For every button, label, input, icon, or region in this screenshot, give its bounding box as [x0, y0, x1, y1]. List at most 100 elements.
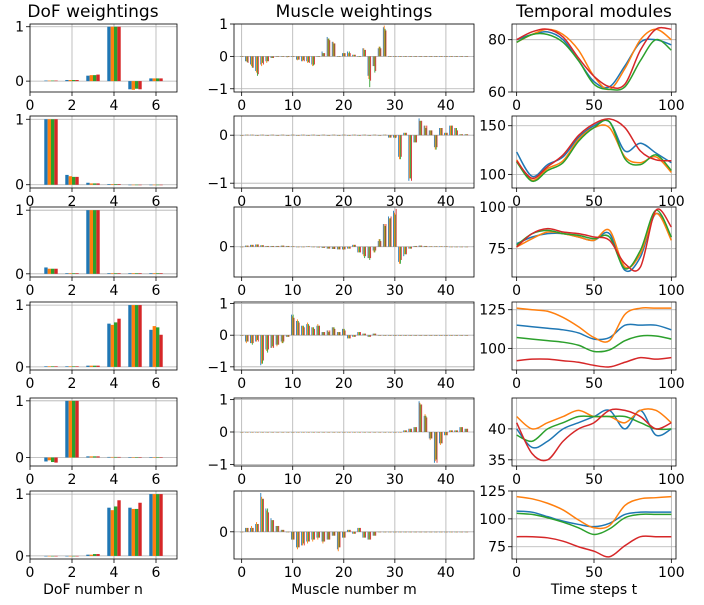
- x-tick-label: 40: [437, 472, 455, 488]
- y-tick-label: 100: [479, 167, 506, 183]
- bar: [44, 457, 48, 462]
- subplot-2-0: 60 80 0 50 100: [488, 23, 685, 114]
- bar: [293, 246, 295, 247]
- bar: [336, 246, 338, 250]
- bar: [265, 135, 267, 136]
- bar: [370, 135, 372, 136]
- bar: [131, 184, 135, 186]
- bar: [405, 430, 406, 432]
- y-tick-label: 1: [219, 393, 228, 409]
- bar: [378, 335, 380, 336]
- bar: [420, 56, 422, 57]
- bar: [296, 320, 297, 336]
- bar: [93, 554, 97, 556]
- bar: [260, 56, 262, 65]
- bar: [385, 30, 387, 57]
- bar: [420, 120, 422, 136]
- bar: [399, 432, 401, 433]
- bar: [349, 529, 351, 532]
- bar: [265, 508, 267, 532]
- bar: [282, 134, 284, 136]
- bar: [354, 335, 355, 337]
- bar: [68, 400, 72, 458]
- x-tick-label: 50: [585, 283, 603, 299]
- bar: [419, 531, 421, 533]
- bar: [288, 245, 290, 247]
- bar: [414, 531, 416, 533]
- bar: [385, 531, 387, 533]
- bar: [354, 531, 356, 534]
- bar: [256, 56, 257, 73]
- y-tick-label: 75: [488, 242, 506, 258]
- bar: [369, 335, 371, 337]
- series-line: [516, 212, 673, 269]
- bar: [399, 531, 401, 533]
- bar: [454, 56, 456, 57]
- bar: [358, 56, 360, 57]
- bar: [280, 335, 282, 342]
- bar: [313, 531, 315, 540]
- bar: [418, 531, 420, 533]
- bar: [277, 335, 279, 345]
- x-tick-label: 0: [26, 98, 35, 114]
- bar: [268, 245, 269, 247]
- bar: [424, 531, 426, 533]
- bar: [454, 128, 456, 136]
- bar: [456, 430, 458, 432]
- bar: [138, 457, 142, 458]
- bar: [405, 56, 406, 57]
- bar: [302, 432, 304, 433]
- bar: [262, 56, 263, 63]
- series-line: [516, 415, 672, 443]
- bar: [252, 335, 254, 344]
- bar: [410, 335, 412, 336]
- bar: [411, 428, 412, 432]
- bar: [425, 531, 427, 533]
- bar: [280, 529, 282, 532]
- bar: [280, 245, 282, 247]
- x-tick-label: 0: [237, 565, 246, 581]
- bar: [159, 273, 163, 274]
- bar: [415, 135, 417, 143]
- bar: [242, 135, 244, 136]
- bar: [255, 56, 257, 71]
- bar: [255, 335, 257, 342]
- bar: [426, 56, 428, 57]
- bar: [260, 245, 262, 247]
- bar: [256, 335, 258, 340]
- subplot-2-4: 35 40 0 50 100: [488, 397, 685, 488]
- bar: [324, 531, 326, 542]
- bar: [367, 246, 369, 259]
- subplot-0-2: 0 1 0 2 4 6: [15, 203, 178, 299]
- x-tick-label: 10: [284, 194, 302, 210]
- x-tick-label: 4: [110, 194, 119, 210]
- bar: [445, 56, 446, 57]
- bar: [303, 531, 305, 546]
- bar: [433, 432, 435, 463]
- bar: [270, 134, 272, 136]
- bar: [380, 48, 382, 57]
- bar: [93, 210, 97, 274]
- bar: [256, 56, 258, 76]
- bar: [411, 246, 412, 249]
- bar: [270, 432, 272, 433]
- bar: [306, 56, 308, 62]
- bar: [342, 53, 344, 57]
- bar: [283, 432, 285, 433]
- bar: [251, 56, 253, 68]
- bar: [307, 246, 309, 247]
- bar: [260, 492, 262, 532]
- bar: [107, 507, 111, 556]
- x-axis-label-muscle: Muscle number m: [291, 582, 417, 598]
- series-line: [515, 408, 672, 462]
- bar: [240, 432, 242, 433]
- bar: [261, 56, 263, 67]
- bar: [451, 56, 453, 57]
- bar: [441, 432, 443, 444]
- bar: [451, 125, 453, 136]
- bar: [374, 56, 376, 73]
- bar: [450, 246, 452, 248]
- bar: [439, 335, 441, 336]
- bar: [337, 332, 339, 336]
- bar: [423, 335, 425, 336]
